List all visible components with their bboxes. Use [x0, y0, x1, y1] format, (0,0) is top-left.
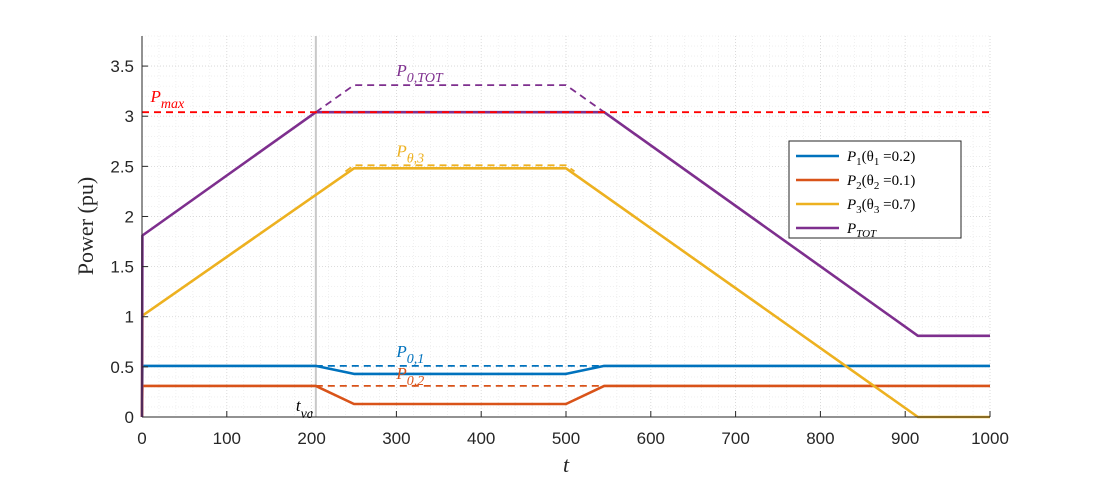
annotation-label: P0,2: [395, 364, 424, 389]
legend-label-p1: P1(θ1 =0.2): [846, 149, 915, 168]
annotation-label: Pmax: [149, 87, 185, 112]
x-tick-label: 100: [213, 429, 241, 448]
y-tick-label: 1.5: [110, 258, 134, 277]
y-tick-label: 1: [125, 308, 134, 327]
legend-label-tot: PTOT: [846, 221, 877, 240]
legend: P1(θ1 =0.2) P2(θ2 =0.1) P3(θ3 =0.7) PTOT: [788, 140, 962, 240]
x-tick-label: 300: [382, 429, 410, 448]
x-tick-label: 200: [297, 429, 325, 448]
y-axis-label: Power (pu): [73, 177, 98, 275]
x-tick-label: 800: [806, 429, 834, 448]
axes: [141, 36, 991, 418]
vc-marker-label: tvc: [296, 396, 314, 422]
y-tick-label: 0.5: [110, 358, 134, 377]
y-tick-label: 3.5: [110, 57, 134, 76]
x-tick-label: 700: [721, 429, 749, 448]
annotation-label: P0,1: [395, 342, 424, 367]
x-tick-label: 0: [137, 429, 146, 448]
legend-label-p2: P2(θ2 =0.1): [846, 173, 915, 192]
annotation-label: P0,TOT: [395, 61, 444, 86]
y-tick-label: 3: [125, 107, 134, 126]
x-tick-label: 400: [467, 429, 495, 448]
x-tick-label: 500: [552, 429, 580, 448]
annotations: P0,TOT Pθ,3 P0,1P0,2 Pmax tvc: [149, 61, 443, 422]
series-line-p3-reference: [344, 164, 576, 173]
legend-label-p3: P3(θ3 =0.7): [846, 197, 915, 216]
x-tick-label: 900: [891, 429, 919, 448]
y-tick-label: 2: [125, 207, 134, 226]
annotation-label: Pθ,3: [395, 141, 424, 166]
y-tick-label: 2.5: [110, 157, 134, 176]
series-line-tot-reference: [315, 84, 605, 113]
x-tick-label: 1000: [971, 429, 1009, 448]
y-tick-label: 0: [125, 408, 134, 427]
tick-labels: 0 100 200 300 400 500 600 700 800 900 1000 0 0.5 1 1.5…: [110, 57, 1009, 448]
x-tick-label: 600: [637, 429, 665, 448]
x-axis-label: t: [563, 452, 570, 477]
